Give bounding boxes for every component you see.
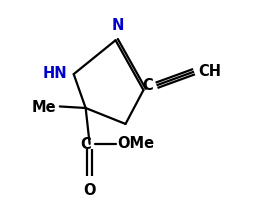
Text: Me: Me bbox=[31, 99, 56, 114]
Text: O: O bbox=[83, 182, 96, 197]
Text: C: C bbox=[142, 77, 153, 92]
Text: HN: HN bbox=[43, 65, 68, 80]
Text: CH: CH bbox=[198, 64, 221, 79]
Text: OMe: OMe bbox=[118, 136, 155, 151]
Text: N: N bbox=[111, 18, 124, 33]
Text: C: C bbox=[80, 137, 91, 152]
